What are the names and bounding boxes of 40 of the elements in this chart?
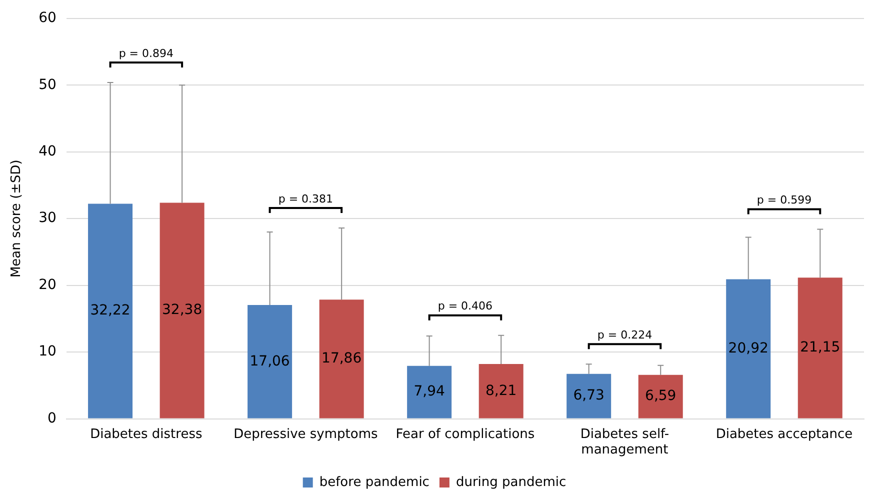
y-tick-label: 60 (38, 10, 56, 26)
data-label: 6,59 (645, 388, 676, 404)
x-tick-label: Diabetes distress (90, 426, 202, 442)
bar (638, 374, 683, 418)
x-tick-label: Fear of complications (396, 426, 535, 442)
data-label: 20,92 (728, 340, 768, 356)
legend-label: during pandemic (456, 474, 566, 490)
data-label: 21,15 (800, 340, 840, 356)
bar (319, 300, 364, 418)
y-tick-label: 20 (38, 276, 56, 293)
bar (478, 364, 524, 418)
data-label: 17,86 (322, 350, 362, 367)
x-tick-label: Depressive symptoms (234, 426, 378, 442)
bar (566, 374, 612, 418)
bar (726, 279, 771, 418)
data-label: 32,38 (162, 302, 202, 318)
bar (407, 366, 452, 418)
x-tick-label: Diabetes self-management (580, 426, 670, 458)
y-tick-label: 0 (47, 410, 56, 426)
annotation: p = 0.381 (278, 192, 334, 206)
bar (160, 202, 204, 418)
annotation: p = 0.406 (438, 300, 493, 313)
y-tick-label: 30 (38, 210, 56, 226)
x-tick-label: Diabetes acceptance (716, 426, 853, 442)
data-label: 6,73 (573, 388, 604, 404)
legend-label: before pandemic (319, 474, 430, 490)
data-label: 32,22 (90, 302, 130, 319)
bar (798, 278, 842, 418)
annotation: p = 0.599 (756, 194, 812, 207)
annotation: p = 0.224 (597, 328, 652, 342)
annotation: p = 0.894 (118, 46, 174, 60)
bar (248, 304, 292, 418)
y-tick-label: 40 (38, 144, 56, 160)
bar (88, 204, 133, 418)
y-tick-label: 10 (38, 344, 56, 360)
y-axis-title: Mean score (±SD) (9, 160, 24, 278)
y-tick-label: 50 (38, 76, 56, 93)
data-label: 8,21 (486, 382, 517, 399)
data-label: 7,94 (414, 384, 445, 400)
data-label: 17,06 (250, 353, 290, 370)
